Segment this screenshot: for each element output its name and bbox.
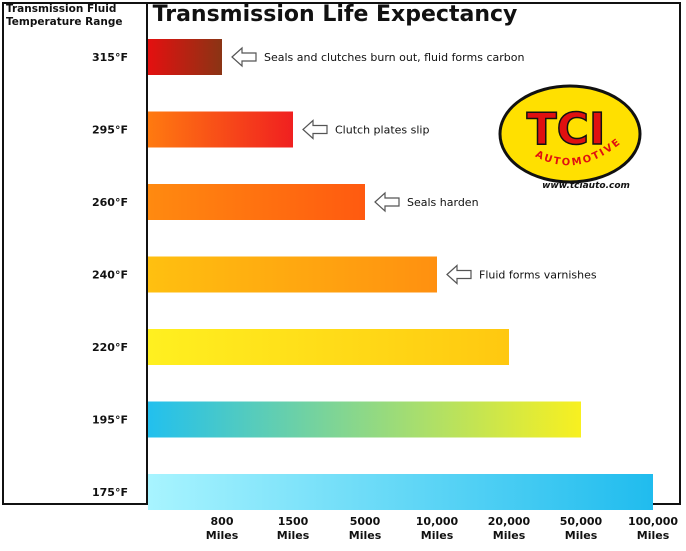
bar-3: [148, 256, 437, 293]
y-axis-title: Transmission Fluid Temperature Range: [6, 3, 123, 28]
annotation-label: Fluid forms varnishes: [479, 269, 597, 282]
x-tick-label: 5000 Miles: [349, 515, 382, 542]
category-label: 175°F: [92, 486, 128, 499]
category-label: 195°F: [92, 414, 128, 427]
x-tick-label: 1500 Miles: [277, 515, 310, 542]
logo-brand: TCI: [527, 104, 606, 155]
bar-4: [148, 329, 509, 365]
bar-1: [148, 111, 293, 148]
category-label: 260°F: [92, 196, 128, 209]
annotation-label: Clutch plates slip: [335, 124, 429, 137]
annotation-label: Seals and clutches burn out, fluid forms…: [264, 51, 524, 64]
x-tick-label: 50,000 Miles: [560, 515, 603, 542]
x-tick-label: 20,000 Miles: [488, 515, 531, 542]
bar-2: [148, 184, 365, 220]
x-tick-label: 800 Miles: [206, 515, 239, 542]
category-label: 220°F: [92, 341, 128, 354]
arrow-left-icon: [231, 46, 257, 68]
category-label: 295°F: [92, 124, 128, 137]
x-tick-label: 100,000 Miles: [628, 515, 678, 542]
logo-ellipse: [498, 84, 642, 184]
chart-title: Transmission Life Expectancy: [152, 2, 518, 27]
axis-divider: [146, 2, 148, 505]
arrow-left-icon: [374, 191, 400, 213]
category-label: 315°F: [92, 51, 128, 64]
logo-url: www.tciauto.com: [542, 181, 630, 191]
bar-6: [148, 474, 653, 510]
tci-automotive-logo: TCI AUTOMOTIVE www.tciauto.com: [498, 84, 642, 191]
x-tick-label: 10,000 Miles: [416, 515, 459, 542]
annotation-label: Seals harden: [407, 196, 479, 209]
category-label: 240°F: [92, 269, 128, 282]
bar-5: [148, 401, 581, 438]
arrow-left-icon: [446, 264, 472, 285]
bar-0: [148, 39, 222, 75]
arrow-left-icon: [302, 119, 328, 140]
